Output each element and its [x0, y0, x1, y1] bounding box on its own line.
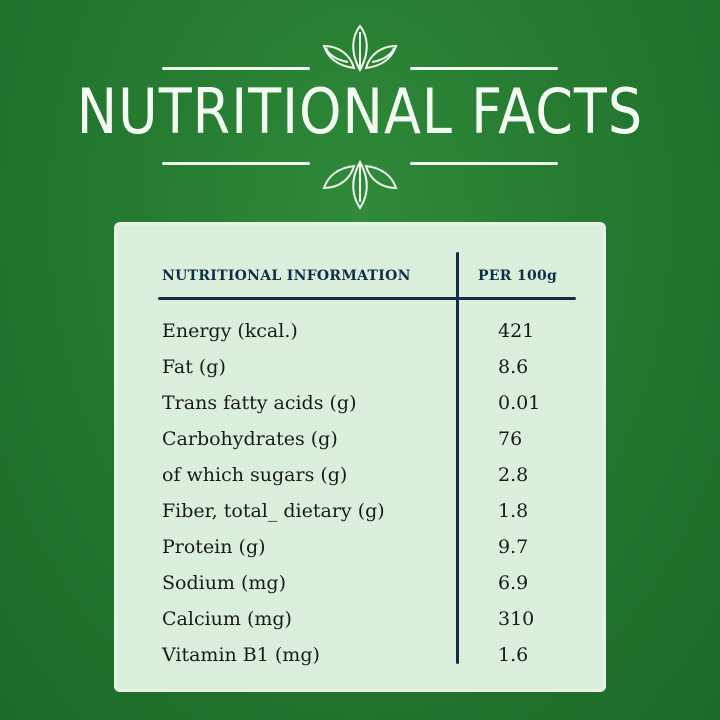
nutrient-value: 2.8: [498, 464, 529, 486]
nutrient-value: 310: [498, 608, 535, 630]
nutrient-value: 1.6: [498, 644, 529, 666]
table-row: Fiber, total_ dietary (g) 1.8: [162, 500, 582, 536]
nutrient-name: Sodium (mg): [162, 572, 286, 594]
nutrient-value: 8.6: [498, 356, 529, 378]
table-row: Vitamin B1 (mg) 1.6: [162, 644, 582, 680]
table-row: Protein (g) 9.7: [162, 536, 582, 572]
header-divider: [158, 297, 576, 300]
bottom-divider-left: [162, 162, 310, 165]
leaf-cluster-icon-bottom: [310, 152, 410, 212]
nutrient-name: Fat (g): [162, 356, 226, 378]
nutrient-name: Trans fatty acids (g): [162, 392, 357, 414]
column-divider: [456, 252, 459, 664]
table-row: Carbohydrates (g) 76: [162, 428, 582, 464]
table-row: of which sugars (g) 2.8: [162, 464, 582, 500]
nutrient-name: Energy (kcal.): [162, 320, 298, 342]
nutrient-value: 76: [498, 428, 523, 450]
nutrient-value: 6.9: [498, 572, 529, 594]
nutrient-name: of which sugars (g): [162, 464, 348, 486]
table-row: Trans fatty acids (g) 0.01: [162, 392, 582, 428]
table-row: Energy (kcal.) 421: [162, 320, 582, 356]
table-row: Sodium (mg) 6.9: [162, 572, 582, 608]
table-row: Fat (g) 8.6: [162, 356, 582, 392]
nutrient-value: 421: [498, 320, 535, 342]
header-per-100g: PER 100g: [478, 268, 558, 284]
leaf-cluster-icon: [310, 22, 410, 82]
table-row: Calcium (mg) 310: [162, 608, 582, 644]
nutrition-card: [114, 222, 606, 692]
top-divider-left: [162, 67, 310, 70]
header-nutritional-information: NUTRITIONAL INFORMATION: [162, 268, 411, 284]
top-divider-right: [410, 67, 558, 70]
bottom-divider-right: [410, 162, 558, 165]
page-title: Nutritional Facts: [76, 75, 644, 148]
nutrient-name: Carbohydrates (g): [162, 428, 338, 450]
nutrient-name: Protein (g): [162, 536, 266, 558]
nutrient-name: Vitamin B1 (mg): [162, 644, 320, 666]
nutrient-value: 0.01: [498, 392, 541, 414]
nutrient-value: 9.7: [498, 536, 529, 558]
nutrient-name: Fiber, total_ dietary (g): [162, 500, 385, 522]
nutrient-value: 1.8: [498, 500, 529, 522]
nutrient-name: Calcium (mg): [162, 608, 292, 630]
